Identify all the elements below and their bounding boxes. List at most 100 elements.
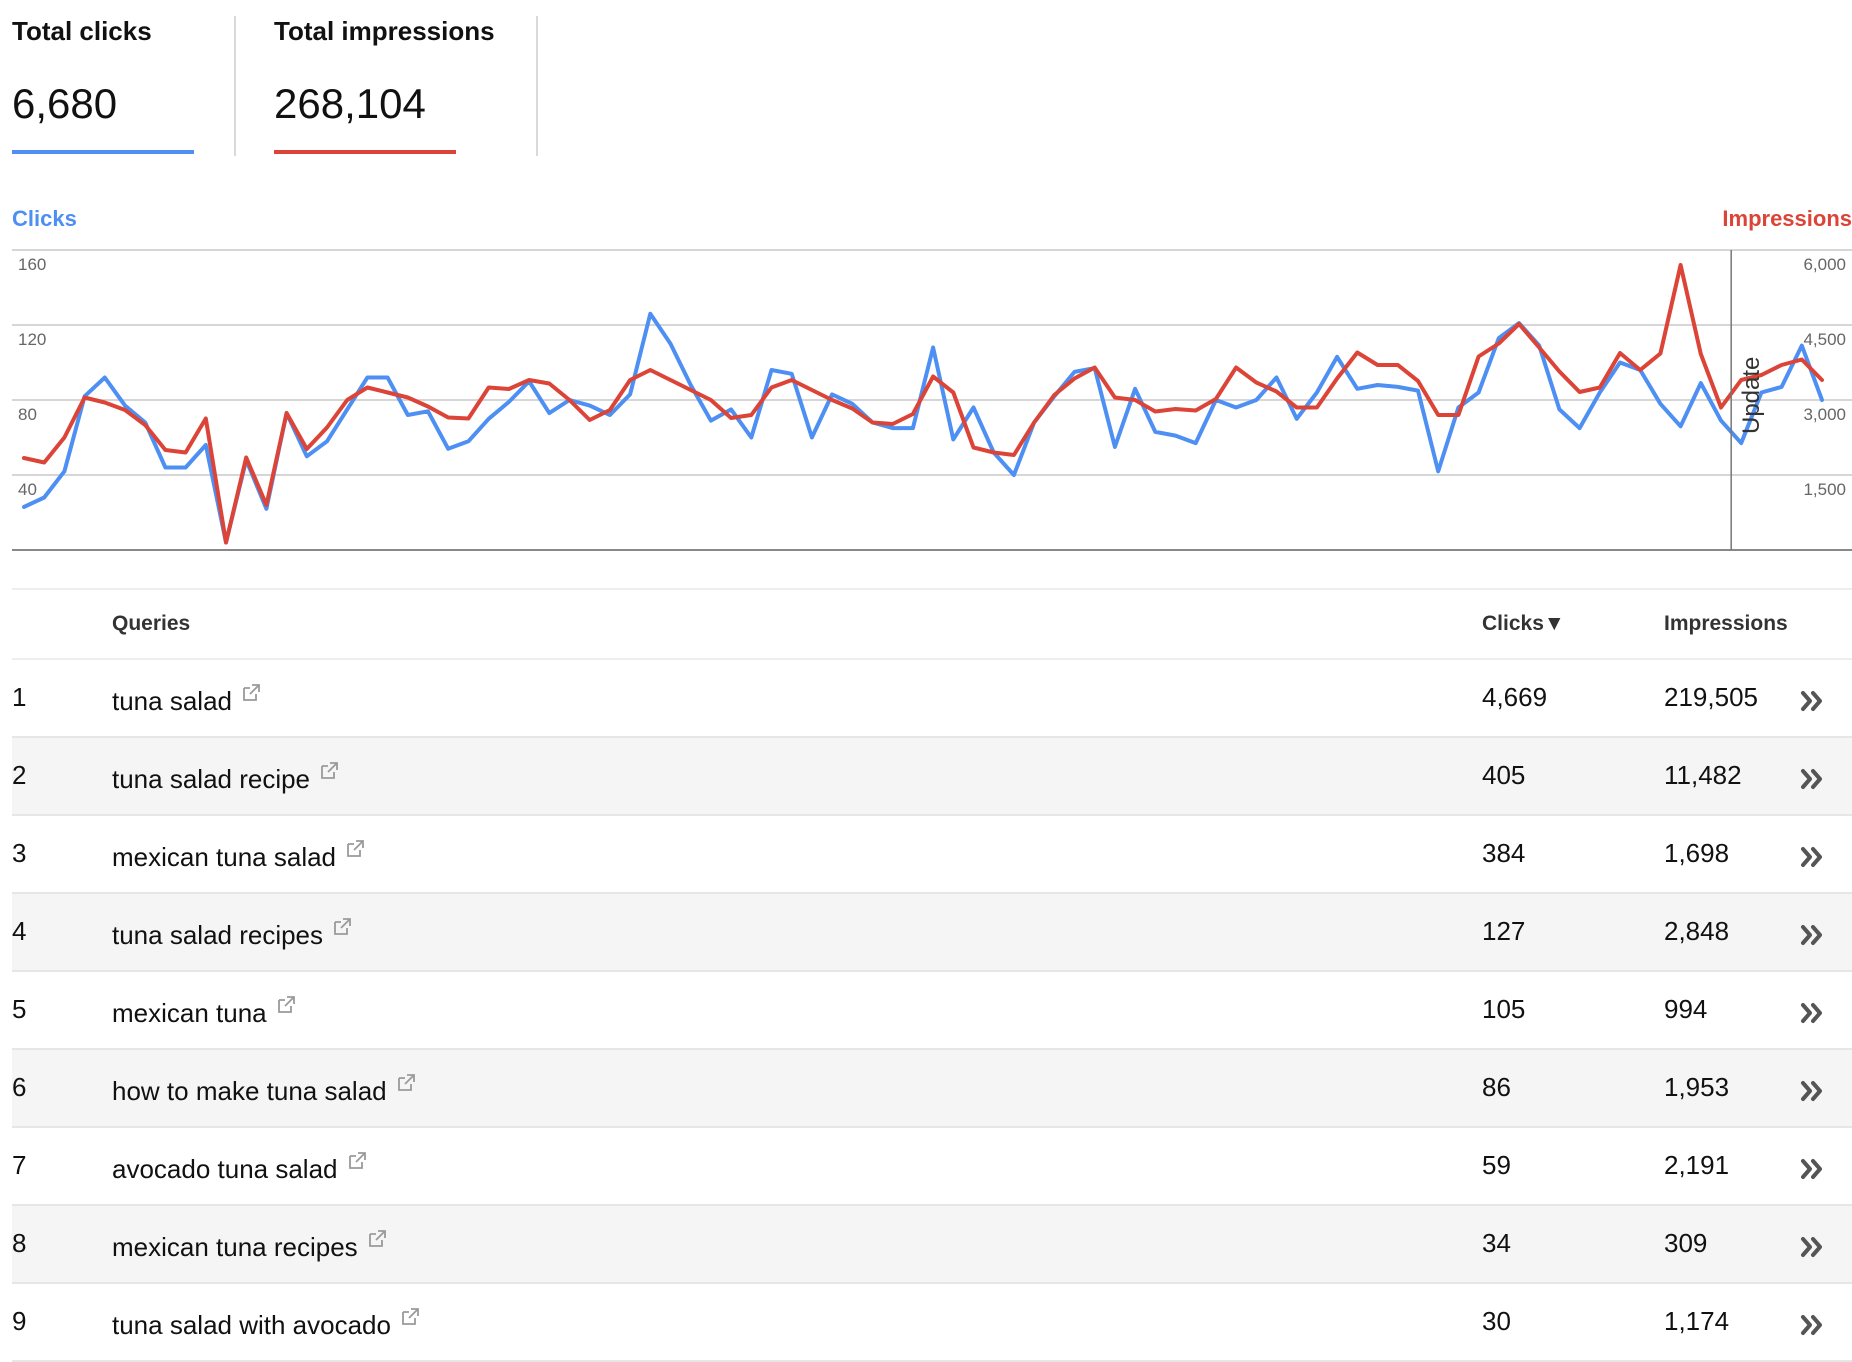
left-axis-tick-label: 80 [18,405,37,424]
left-axis-tick-label: 40 [18,480,37,499]
row-query: avocado tuna salad [112,1152,368,1185]
row-impressions: 2,191 [1664,1150,1730,1180]
table-row[interactable]: 6 how to make tuna salad 86 1,953 [12,1050,1852,1128]
query-text: mexican tuna salad [112,842,337,872]
double-chevron-right-icon[interactable] [1796,1230,1830,1264]
row-clicks: 4,669 [1482,682,1548,712]
impressions-series-line [22,263,1824,545]
total-clicks-label: Total clicks [12,16,152,46]
row-clicks: 384 [1482,838,1526,868]
row-query: mexican tuna recipes [112,1230,388,1263]
double-chevron-right-icon[interactable] [1796,1074,1830,1108]
table-row[interactable]: 4 tuna salad recipes 127 2,848 [12,894,1852,972]
impressions-column-header[interactable]: Impressions [1664,612,1788,635]
card-divider [234,16,236,156]
query-text: tuna salad recipe [112,764,311,794]
query-text: tuna salad with avocado [112,1310,391,1340]
table-row[interactable]: 8 mexican tuna recipes 34 309 [12,1206,1852,1284]
performance-line-chart[interactable]: 160 120 80 40 6,000 4,500 3,000 1,500 Update [0,240,1852,560]
double-chevron-right-icon[interactable] [1796,762,1830,796]
row-impressions: 1,698 [1664,838,1730,868]
left-axis-tick-label: 120 [18,330,46,349]
double-chevron-right-icon[interactable] [1796,840,1830,874]
double-chevron-right-icon[interactable] [1796,1308,1830,1342]
row-impressions: 309 [1664,1228,1708,1258]
external-link-icon[interactable] [366,1228,388,1250]
external-link-icon[interactable] [346,1150,368,1172]
row-rank: 2 [12,760,27,790]
row-query: mexican tuna salad [112,840,366,873]
row-rank: 7 [12,1150,27,1180]
query-text: mexican tuna recipes [112,1232,358,1262]
clicks-column-header[interactable]: Clicks▼ [1482,612,1565,635]
row-clicks: 127 [1482,916,1526,946]
double-chevron-right-icon[interactable] [1796,918,1830,952]
row-query: tuna salad [112,684,262,717]
row-clicks: 105 [1482,994,1526,1024]
row-clicks: 59 [1482,1150,1511,1180]
right-axis-tick-label: 4,500 [1803,330,1846,349]
right-axis-tick-label: 1,500 [1803,480,1846,499]
update-annotation-label: Update [1738,357,1765,434]
total-impressions-color-bar [274,150,456,154]
table-header: Queries Clicks▼ Impressions [12,588,1852,660]
row-query: tuna salad with avocado [112,1308,421,1341]
table-row[interactable]: 5 mexican tuna 105 994 [12,972,1852,1050]
double-chevron-right-icon[interactable] [1796,684,1830,718]
total-impressions-value: 268,104 [274,80,426,127]
row-query: mexican tuna [112,996,297,1029]
row-rank: 5 [12,994,27,1024]
query-text: how to make tuna salad [112,1076,387,1106]
left-axis-tick-label: 160 [18,255,46,274]
total-impressions-card[interactable]: Total impressions 268,104 [274,0,504,156]
row-impressions: 1,174 [1664,1306,1730,1336]
external-link-icon[interactable] [318,760,340,782]
right-axis-tick-label: 6,000 [1803,255,1846,274]
external-link-icon[interactable] [395,1072,417,1094]
row-impressions: 2,848 [1664,916,1730,946]
card-divider [536,16,538,156]
row-impressions: 1,953 [1664,1072,1730,1102]
chart-right-axis-title: Impressions [1722,206,1852,231]
total-impressions-label: Total impressions [274,16,495,46]
right-axis-tick-label: 3,000 [1803,405,1846,424]
query-text: tuna salad recipes [112,920,324,950]
row-rank: 1 [12,682,27,712]
query-text: avocado tuna salad [112,1154,338,1184]
total-clicks-color-bar [12,150,194,154]
external-link-icon[interactable] [399,1306,421,1328]
row-rank: 8 [12,1228,27,1258]
query-text: tuna salad [112,686,232,716]
total-clicks-card[interactable]: Total clicks 6,680 [12,0,196,156]
total-clicks-value: 6,680 [12,80,118,127]
row-query: how to make tuna salad [112,1074,417,1107]
queries-column-header[interactable]: Queries [112,612,191,635]
row-clicks: 405 [1482,760,1526,790]
table-row[interactable]: 1 tuna salad 4,669 219,505 [12,660,1852,738]
double-chevron-right-icon[interactable] [1796,1152,1830,1186]
external-link-icon[interactable] [240,682,262,704]
row-query: tuna salad recipe [112,762,340,795]
table-row[interactable]: 7 avocado tuna salad 59 2,191 [12,1128,1852,1206]
table-row[interactable]: 9 tuna salad with avocado 30 1,174 [12,1284,1852,1362]
row-clicks: 30 [1482,1306,1511,1336]
row-rank: 4 [12,916,27,946]
external-link-icon[interactable] [275,994,297,1016]
chart-left-axis-title: Clicks [12,206,77,231]
row-impressions: 994 [1664,994,1708,1024]
row-impressions: 219,505 [1664,682,1758,712]
external-link-icon[interactable] [331,916,353,938]
double-chevron-right-icon[interactable] [1796,996,1830,1030]
row-query: tuna salad recipes [112,918,353,951]
query-text: mexican tuna [112,998,267,1028]
table-row[interactable]: 2 tuna salad recipe 405 11,482 [12,738,1852,816]
queries-table: Queries Clicks▼ Impressions 1 tuna salad… [12,588,1852,1362]
row-clicks: 34 [1482,1228,1511,1258]
external-link-icon[interactable] [344,838,366,860]
row-rank: 9 [12,1306,27,1336]
row-clicks: 86 [1482,1072,1511,1102]
row-rank: 3 [12,838,27,868]
table-row[interactable]: 3 mexican tuna salad 384 1,698 [12,816,1852,894]
row-impressions: 11,482 [1664,760,1742,790]
